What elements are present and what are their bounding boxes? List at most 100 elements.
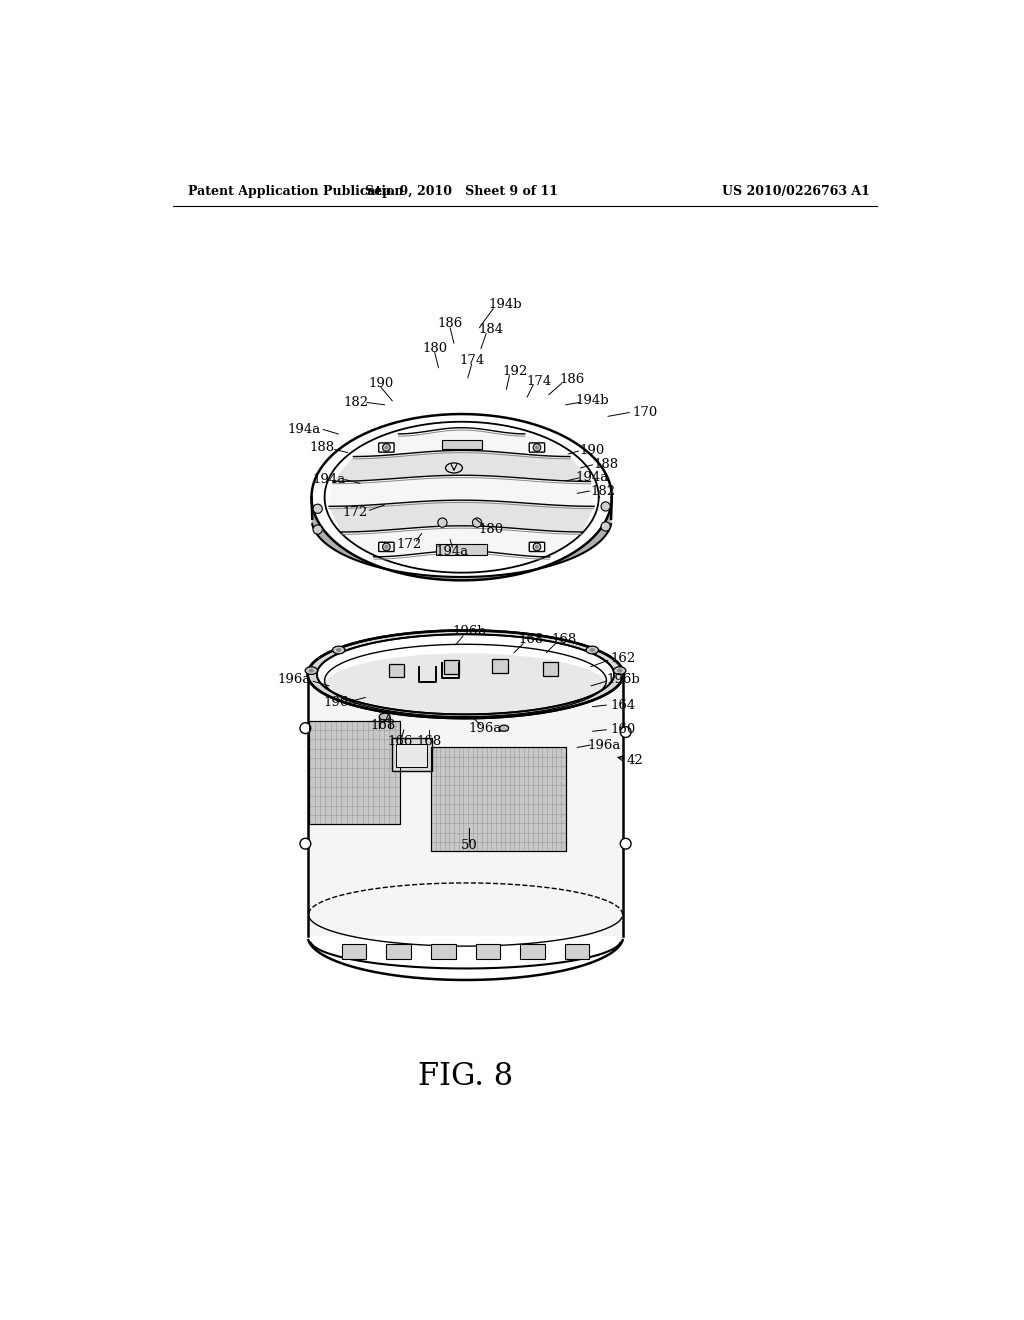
Circle shape bbox=[438, 517, 447, 527]
Text: 168: 168 bbox=[552, 634, 577, 647]
Bar bbox=[543, 663, 558, 676]
Text: Sep. 9, 2010   Sheet 9 of 11: Sep. 9, 2010 Sheet 9 of 11 bbox=[366, 185, 558, 198]
Polygon shape bbox=[341, 525, 583, 557]
FancyBboxPatch shape bbox=[529, 543, 545, 552]
Bar bbox=[436, 544, 487, 554]
Text: 194a: 194a bbox=[436, 545, 469, 557]
Text: 168: 168 bbox=[371, 719, 395, 733]
Circle shape bbox=[384, 545, 388, 549]
Bar bbox=[441, 440, 481, 449]
Text: 194a: 194a bbox=[575, 471, 609, 484]
Circle shape bbox=[535, 545, 539, 549]
Ellipse shape bbox=[333, 647, 345, 653]
Circle shape bbox=[534, 543, 541, 550]
Ellipse shape bbox=[308, 669, 314, 672]
Text: 162: 162 bbox=[610, 652, 636, 665]
Text: 196b: 196b bbox=[606, 673, 640, 686]
Ellipse shape bbox=[379, 713, 390, 721]
Circle shape bbox=[383, 543, 390, 550]
Text: 196a: 196a bbox=[278, 673, 310, 686]
Ellipse shape bbox=[300, 723, 310, 734]
Text: 184: 184 bbox=[478, 323, 504, 335]
Text: 192: 192 bbox=[503, 366, 528, 379]
Polygon shape bbox=[329, 475, 594, 507]
Text: 180: 180 bbox=[422, 342, 447, 355]
FancyBboxPatch shape bbox=[379, 543, 394, 552]
Bar bbox=[392, 738, 432, 771]
Ellipse shape bbox=[336, 648, 341, 652]
Circle shape bbox=[601, 502, 610, 511]
Text: 188: 188 bbox=[309, 441, 334, 454]
Ellipse shape bbox=[621, 838, 631, 849]
Ellipse shape bbox=[613, 667, 626, 675]
Polygon shape bbox=[311, 498, 611, 581]
Text: 50: 50 bbox=[461, 838, 478, 851]
Polygon shape bbox=[307, 675, 624, 936]
Circle shape bbox=[384, 446, 388, 449]
Circle shape bbox=[313, 525, 323, 535]
Ellipse shape bbox=[325, 653, 606, 718]
Text: 196a: 196a bbox=[588, 739, 621, 751]
Text: 190: 190 bbox=[369, 376, 393, 389]
Text: 170: 170 bbox=[632, 407, 657, 418]
Bar bbox=[431, 747, 565, 851]
Bar bbox=[388, 664, 403, 677]
Text: 194b: 194b bbox=[488, 298, 522, 312]
Text: 168: 168 bbox=[417, 735, 442, 748]
Text: 174: 174 bbox=[526, 375, 551, 388]
FancyBboxPatch shape bbox=[529, 444, 545, 453]
Circle shape bbox=[534, 444, 541, 451]
Text: 194b: 194b bbox=[575, 395, 609, 408]
Ellipse shape bbox=[586, 647, 598, 653]
Bar bbox=[431, 944, 456, 960]
Circle shape bbox=[383, 444, 390, 451]
Bar bbox=[396, 743, 427, 767]
Ellipse shape bbox=[617, 669, 623, 672]
Text: 172: 172 bbox=[396, 539, 422, 552]
Ellipse shape bbox=[305, 667, 317, 675]
Circle shape bbox=[472, 517, 481, 527]
Bar bbox=[309, 721, 400, 825]
Circle shape bbox=[601, 521, 610, 531]
Text: 182: 182 bbox=[344, 396, 369, 409]
Polygon shape bbox=[307, 631, 624, 718]
Text: 194a: 194a bbox=[287, 422, 321, 436]
Text: 164: 164 bbox=[610, 698, 636, 711]
Text: 190: 190 bbox=[580, 445, 605, 458]
Text: 182: 182 bbox=[590, 484, 615, 498]
Ellipse shape bbox=[445, 463, 463, 473]
Text: 174: 174 bbox=[459, 354, 484, 367]
Text: US 2010/0226763 A1: US 2010/0226763 A1 bbox=[722, 185, 869, 198]
Polygon shape bbox=[329, 500, 594, 532]
FancyBboxPatch shape bbox=[379, 444, 394, 453]
Ellipse shape bbox=[300, 838, 310, 849]
Circle shape bbox=[535, 446, 539, 449]
Text: 180: 180 bbox=[478, 523, 504, 536]
Text: Patent Application Publication: Patent Application Publication bbox=[188, 185, 403, 198]
Text: FIG. 8: FIG. 8 bbox=[418, 1061, 513, 1092]
Text: 186: 186 bbox=[437, 317, 463, 330]
Bar bbox=[493, 659, 508, 673]
Text: 186: 186 bbox=[560, 372, 585, 385]
Text: 188: 188 bbox=[594, 458, 618, 471]
Bar bbox=[444, 660, 460, 675]
Bar bbox=[386, 944, 411, 960]
Bar bbox=[520, 944, 545, 960]
Bar bbox=[475, 944, 500, 960]
Text: 194a: 194a bbox=[312, 473, 346, 486]
Polygon shape bbox=[333, 450, 591, 482]
Text: 42: 42 bbox=[627, 754, 643, 767]
Text: 196b: 196b bbox=[453, 626, 486, 639]
Ellipse shape bbox=[590, 648, 595, 652]
Ellipse shape bbox=[500, 725, 509, 731]
Text: 196a: 196a bbox=[468, 722, 502, 735]
Bar bbox=[342, 944, 367, 960]
Text: 172: 172 bbox=[343, 506, 368, 519]
Text: 166: 166 bbox=[387, 735, 413, 748]
Bar bbox=[565, 944, 590, 960]
Text: 196a: 196a bbox=[324, 696, 356, 709]
Polygon shape bbox=[353, 428, 570, 457]
Ellipse shape bbox=[621, 726, 631, 738]
Circle shape bbox=[313, 504, 323, 513]
Text: 168: 168 bbox=[518, 634, 544, 647]
